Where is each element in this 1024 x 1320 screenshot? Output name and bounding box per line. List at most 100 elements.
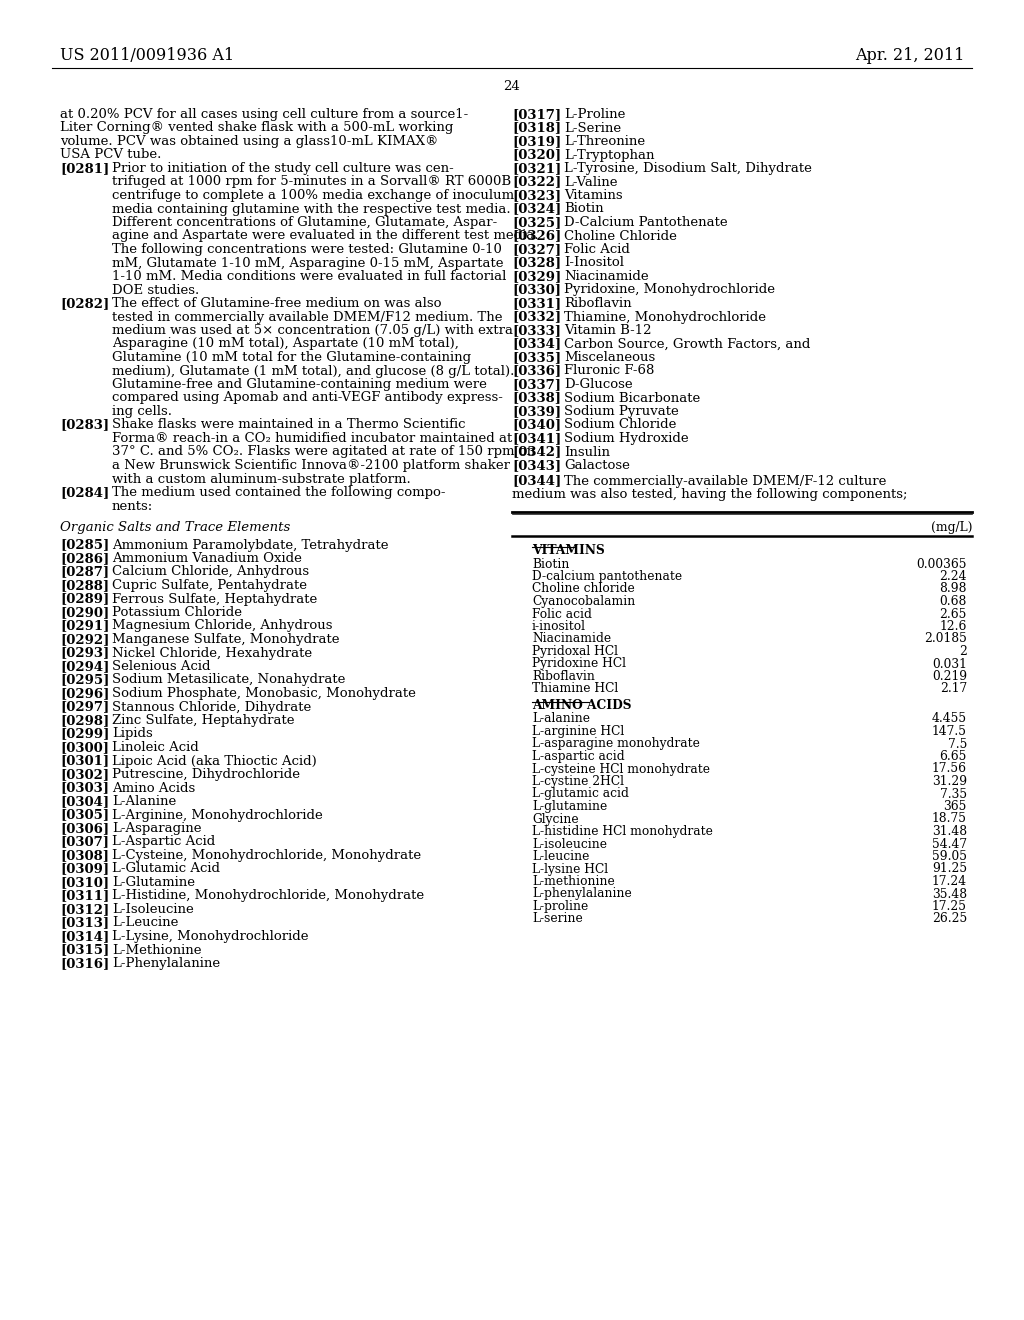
Text: US 2011/0091936 A1: US 2011/0091936 A1 bbox=[60, 48, 234, 63]
Text: Biotin: Biotin bbox=[564, 202, 603, 215]
Text: [0289]: [0289] bbox=[60, 593, 110, 606]
Text: i-inositol: i-inositol bbox=[532, 620, 586, 634]
Text: L-glutamic acid: L-glutamic acid bbox=[532, 788, 629, 800]
Text: 17.24: 17.24 bbox=[932, 875, 967, 888]
Text: 59.05: 59.05 bbox=[932, 850, 967, 863]
Text: [0295]: [0295] bbox=[60, 673, 110, 686]
Text: with a custom aluminum-substrate platform.: with a custom aluminum-substrate platfor… bbox=[112, 473, 411, 486]
Text: [0341]: [0341] bbox=[512, 432, 561, 445]
Text: [0296]: [0296] bbox=[60, 686, 110, 700]
Text: 0.219: 0.219 bbox=[932, 671, 967, 682]
Text: L-Tryptophan: L-Tryptophan bbox=[564, 149, 654, 161]
Text: Niacinamide: Niacinamide bbox=[532, 632, 611, 645]
Text: centrifuge to complete a 100% media exchange of inoculum: centrifuge to complete a 100% media exch… bbox=[112, 189, 514, 202]
Text: Riboflavin: Riboflavin bbox=[532, 671, 595, 682]
Text: 26.25: 26.25 bbox=[932, 912, 967, 925]
Text: medium was also tested, having the following components;: medium was also tested, having the follo… bbox=[512, 488, 907, 502]
Text: Thiamine, Monohydrochloride: Thiamine, Monohydrochloride bbox=[564, 310, 766, 323]
Text: Cyanocobalamin: Cyanocobalamin bbox=[532, 595, 635, 609]
Text: Vitamin B-12: Vitamin B-12 bbox=[564, 323, 651, 337]
Text: DOE studies.: DOE studies. bbox=[112, 284, 200, 297]
Text: L-isoleucine: L-isoleucine bbox=[532, 837, 607, 850]
Text: [0290]: [0290] bbox=[60, 606, 110, 619]
Text: [0337]: [0337] bbox=[512, 378, 561, 391]
Text: Nickel Chloride, Hexahydrate: Nickel Chloride, Hexahydrate bbox=[112, 647, 312, 660]
Text: 54.47: 54.47 bbox=[932, 837, 967, 850]
Text: Ammonium Vanadium Oxide: Ammonium Vanadium Oxide bbox=[112, 552, 302, 565]
Text: L-Glutamic Acid: L-Glutamic Acid bbox=[112, 862, 220, 875]
Text: Zinc Sulfate, Heptahydrate: Zinc Sulfate, Heptahydrate bbox=[112, 714, 295, 727]
Text: [0318]: [0318] bbox=[512, 121, 561, 135]
Text: Ammonium Paramolybdate, Tetrahydrate: Ammonium Paramolybdate, Tetrahydrate bbox=[112, 539, 388, 552]
Text: [0288]: [0288] bbox=[60, 579, 110, 591]
Text: L-histidine HCl monohydrate: L-histidine HCl monohydrate bbox=[532, 825, 713, 838]
Text: L-Asparagine: L-Asparagine bbox=[112, 822, 202, 836]
Text: [0282]: [0282] bbox=[60, 297, 110, 310]
Text: Apr. 21, 2011: Apr. 21, 2011 bbox=[855, 48, 964, 63]
Text: Asparagine (10 mM total), Aspartate (10 mM total),: Asparagine (10 mM total), Aspartate (10 … bbox=[112, 338, 459, 351]
Text: D-Glucose: D-Glucose bbox=[564, 378, 633, 391]
Text: Lipids: Lipids bbox=[112, 727, 153, 741]
Text: 147.5: 147.5 bbox=[932, 725, 967, 738]
Text: [0338]: [0338] bbox=[512, 392, 561, 404]
Text: L-Phenylalanine: L-Phenylalanine bbox=[112, 957, 220, 970]
Text: [0343]: [0343] bbox=[512, 459, 561, 473]
Text: 12.6: 12.6 bbox=[940, 620, 967, 634]
Text: L-Lysine, Monohydrochloride: L-Lysine, Monohydrochloride bbox=[112, 931, 308, 942]
Text: Magnesium Chloride, Anhydrous: Magnesium Chloride, Anhydrous bbox=[112, 619, 333, 632]
Text: L-Tyrosine, Disodium Salt, Dihydrate: L-Tyrosine, Disodium Salt, Dihydrate bbox=[564, 162, 812, 176]
Text: Manganese Sulfate, Monohydrate: Manganese Sulfate, Monohydrate bbox=[112, 634, 340, 645]
Text: [0320]: [0320] bbox=[512, 149, 561, 161]
Text: L-Leucine: L-Leucine bbox=[112, 916, 178, 929]
Text: [0327]: [0327] bbox=[512, 243, 561, 256]
Text: L-Arginine, Monohydrochloride: L-Arginine, Monohydrochloride bbox=[112, 808, 323, 821]
Text: 35.48: 35.48 bbox=[932, 887, 967, 900]
Text: L-arginine HCl: L-arginine HCl bbox=[532, 725, 625, 738]
Text: [0332]: [0332] bbox=[512, 310, 561, 323]
Text: Biotin: Biotin bbox=[532, 557, 569, 570]
Text: USA PCV tube.: USA PCV tube. bbox=[60, 149, 162, 161]
Text: [0310]: [0310] bbox=[60, 876, 110, 888]
Text: [0342]: [0342] bbox=[512, 446, 561, 458]
Text: Sodium Pyruvate: Sodium Pyruvate bbox=[564, 405, 679, 418]
Text: L-Glutamine: L-Glutamine bbox=[112, 876, 195, 888]
Text: Linoleic Acid: Linoleic Acid bbox=[112, 741, 199, 754]
Text: [0306]: [0306] bbox=[60, 822, 110, 836]
Text: trifuged at 1000 rpm for 5-minutes in a Sorvall® RT 6000B: trifuged at 1000 rpm for 5-minutes in a … bbox=[112, 176, 511, 189]
Text: L-cysteine HCl monohydrate: L-cysteine HCl monohydrate bbox=[532, 763, 710, 776]
Text: [0298]: [0298] bbox=[60, 714, 110, 727]
Text: Calcium Chloride, Anhydrous: Calcium Chloride, Anhydrous bbox=[112, 565, 309, 578]
Text: L-Valine: L-Valine bbox=[564, 176, 617, 189]
Text: Stannous Chloride, Dihydrate: Stannous Chloride, Dihydrate bbox=[112, 701, 311, 714]
Text: 7.35: 7.35 bbox=[940, 788, 967, 800]
Text: Sodium Chloride: Sodium Chloride bbox=[564, 418, 677, 432]
Text: 365: 365 bbox=[944, 800, 967, 813]
Text: L-Cysteine, Monohydrochloride, Monohydrate: L-Cysteine, Monohydrochloride, Monohydra… bbox=[112, 849, 421, 862]
Text: Fluronic F-68: Fluronic F-68 bbox=[564, 364, 654, 378]
Text: Potassium Chloride: Potassium Chloride bbox=[112, 606, 242, 619]
Text: L-serine: L-serine bbox=[532, 912, 583, 925]
Text: 17.25: 17.25 bbox=[932, 900, 967, 913]
Text: at 0.20% PCV for all cases using cell culture from a source1-: at 0.20% PCV for all cases using cell cu… bbox=[60, 108, 468, 121]
Text: [0301]: [0301] bbox=[60, 755, 110, 767]
Text: [0333]: [0333] bbox=[512, 323, 561, 337]
Text: [0340]: [0340] bbox=[512, 418, 561, 432]
Text: 31.29: 31.29 bbox=[932, 775, 967, 788]
Text: I-Inositol: I-Inositol bbox=[564, 256, 624, 269]
Text: VITAMINS: VITAMINS bbox=[532, 544, 605, 557]
Text: The medium used contained the following compo-: The medium used contained the following … bbox=[112, 486, 445, 499]
Text: [0304]: [0304] bbox=[60, 795, 110, 808]
Text: ing cells.: ing cells. bbox=[112, 405, 172, 418]
Text: 2: 2 bbox=[959, 645, 967, 657]
Text: L-Methionine: L-Methionine bbox=[112, 944, 202, 957]
Text: 6.65: 6.65 bbox=[940, 750, 967, 763]
Text: L-Alanine: L-Alanine bbox=[112, 795, 176, 808]
Text: Sodium Metasilicate, Nonahydrate: Sodium Metasilicate, Nonahydrate bbox=[112, 673, 345, 686]
Text: Different concentrations of Glutamine, Glutamate, Aspar-: Different concentrations of Glutamine, G… bbox=[112, 216, 498, 228]
Text: 8.98: 8.98 bbox=[939, 582, 967, 595]
Text: [0335]: [0335] bbox=[512, 351, 561, 364]
Text: [0297]: [0297] bbox=[60, 701, 110, 714]
Text: Lipoic Acid (aka Thioctic Acid): Lipoic Acid (aka Thioctic Acid) bbox=[112, 755, 316, 767]
Text: 2.0185: 2.0185 bbox=[924, 632, 967, 645]
Text: Vitamins: Vitamins bbox=[564, 189, 623, 202]
